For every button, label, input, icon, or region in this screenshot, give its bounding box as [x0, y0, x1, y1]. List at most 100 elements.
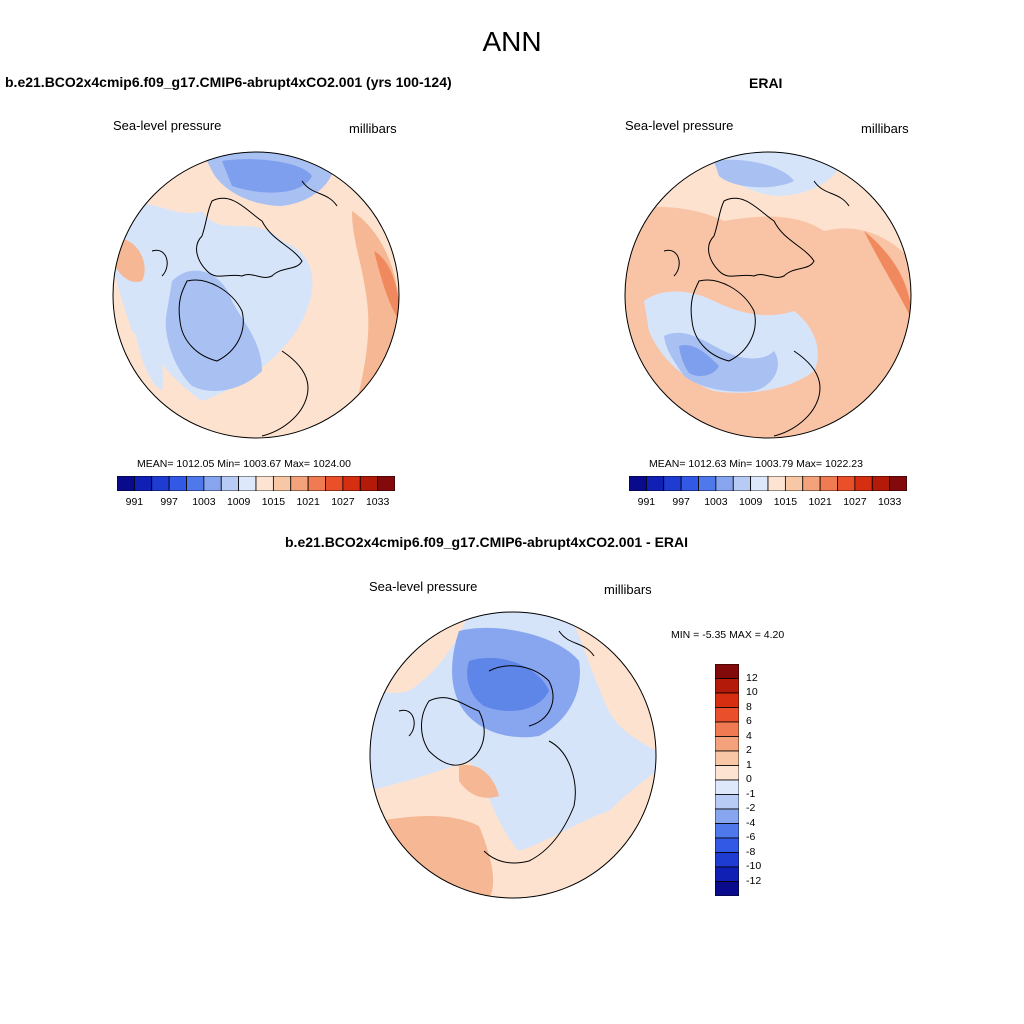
panel2-colorbar-swatch [767, 476, 786, 491]
panel2-colorbar-swatch [750, 476, 769, 491]
panel2-variable: Sea-level pressure [625, 118, 734, 133]
panel3-colorbar-label: 0 [746, 773, 752, 785]
panel3-colorbar-swatch [715, 750, 739, 766]
panel2-colorbar-swatch [854, 476, 873, 491]
panel1-colorbar-label: 1009 [226, 496, 251, 508]
panel3-stats: MIN = -5.35 MAX = 4.20 [671, 629, 785, 641]
panel3-units: millibars [604, 582, 652, 597]
panel2-units: millibars [861, 121, 909, 136]
panel2-colorbar-label: 1021 [808, 496, 832, 508]
panel3-colorbar-swatch [715, 736, 739, 752]
panel1-colorbar-swatch [133, 476, 153, 491]
panel3-colorbar-swatch [715, 692, 739, 708]
panel1-units: millibars [349, 121, 397, 136]
panel1-colorbar-swatch [186, 476, 205, 491]
panel1-colorbar-swatch [307, 476, 326, 491]
panel2-colorbar-swatch [802, 476, 821, 491]
panel2-colorbar-swatch [871, 476, 891, 491]
panel1-colorbar-label: 997 [160, 496, 178, 508]
panel3-colorbar-swatch [715, 721, 739, 737]
panel2-title: ERAI [749, 75, 783, 91]
panel2-colorbar-label: 1003 [704, 496, 728, 508]
panel3-title: b.e21.BCO2x4cmip6.f09_g17.CMIP6-abrupt4x… [285, 534, 689, 550]
panel1-colorbar-label: 1003 [192, 496, 216, 508]
panel3-colorbar-swatch [715, 765, 739, 781]
panel3-colorbar-label: 8 [746, 700, 752, 713]
panel3-colorbar-label: 2 [746, 744, 752, 756]
panel3-colorbar-labels: 12 10 8 6 4 2 1 0 -1 -2 -4 -6 -8 -10 -12 [746, 664, 786, 896]
panel2-stats: MEAN= 1012.63 Min= 1003.79 Max= 1022.23 [649, 458, 863, 470]
panel3-colorbar-swatch [715, 837, 739, 853]
panel3-map [369, 611, 657, 899]
panel3-colorbar-swatch [715, 823, 739, 839]
panel1-colorbar-swatch [377, 476, 395, 491]
panel3-colorbar-swatch [715, 866, 739, 882]
panel3-colorbar-label: -4 [746, 816, 756, 829]
panel1-colorbar [117, 476, 395, 491]
panel3-colorbar-label: -1 [746, 787, 756, 800]
figure-title: ANN [482, 26, 542, 57]
panel1-title: b.e21.BCO2x4cmip6.f09_g17.CMIP6-abrupt4x… [5, 74, 452, 90]
panel2-colorbar-label: 1033 [877, 496, 902, 508]
panel2-colorbar-labels: 991 997 1003 1009 1015 1021 1027 1033 [629, 496, 907, 510]
panel2-colorbar-swatch [645, 476, 665, 491]
panel3-colorbar-swatch [715, 808, 739, 824]
panel2-colorbar-swatch [837, 476, 856, 491]
panel1-colorbar-swatch [117, 476, 135, 491]
panel1-colorbar-swatch [342, 476, 361, 491]
panel2-colorbar-label: 997 [672, 496, 690, 508]
panel3-variable: Sea-level pressure [369, 579, 478, 594]
panel1-colorbar-swatch [238, 476, 257, 491]
panel2-colorbar-label: 1015 [773, 496, 798, 508]
panel1-variable: Sea-level pressure [113, 118, 222, 133]
panel1-colorbar-label: 1027 [331, 496, 355, 508]
panel3-colorbar-label: -2 [746, 802, 756, 814]
panel3-colorbar-label: 12 [746, 671, 758, 684]
panel3-colorbar-swatch [715, 881, 739, 896]
panel3-colorbar-label: -8 [746, 845, 756, 858]
panel2-colorbar-label: 991 [637, 496, 656, 508]
panel3-colorbar-label: -12 [746, 874, 762, 887]
panel1-colorbar-label: 1021 [296, 496, 320, 508]
panel2-colorbar-swatch [889, 476, 907, 491]
panel3-colorbar-swatch [715, 678, 739, 694]
panel2-map [624, 151, 912, 439]
panel2-colorbar-swatch [698, 476, 717, 491]
panel1-colorbar-labels: 991 997 1003 1009 1015 1021 1027 1033 [117, 496, 395, 510]
panel3-colorbar-label: -10 [746, 860, 762, 872]
panel2-colorbar-swatch [663, 476, 682, 491]
panel3-colorbar-label: 10 [746, 686, 758, 698]
panel2-colorbar-swatch [715, 476, 734, 491]
panel1-colorbar-label: 1015 [261, 496, 286, 508]
panel2-colorbar-swatch [819, 476, 838, 491]
panel2-colorbar-swatch [732, 476, 752, 491]
panel2-colorbar-label: 1027 [843, 496, 867, 508]
panel3-colorbar [715, 664, 739, 896]
panel1-colorbar-swatch [151, 476, 170, 491]
panel1-stats: MEAN= 1012.05 Min= 1003.67 Max= 1024.00 [137, 458, 351, 470]
panel1-map [112, 151, 400, 439]
panel1-colorbar-label: 1033 [365, 496, 390, 508]
panel3-colorbar-swatch [715, 794, 739, 810]
panel1-colorbar-swatch [272, 476, 292, 491]
panel3-colorbar-swatch [715, 664, 739, 679]
panel1-colorbar-swatch [220, 476, 240, 491]
panel1-colorbar-swatch [255, 476, 274, 491]
panel3-colorbar-swatch [715, 852, 739, 868]
panel1-colorbar-swatch [290, 476, 309, 491]
panel2-colorbar-swatch [784, 476, 804, 491]
panel1-colorbar-swatch [203, 476, 222, 491]
panel2-colorbar-swatch [629, 476, 647, 491]
panel1-colorbar-label: 991 [125, 496, 144, 508]
panel2-colorbar-label: 1009 [738, 496, 763, 508]
panel3-colorbar-swatch [715, 779, 739, 795]
panel1-colorbar-swatch [325, 476, 344, 491]
panel3-colorbar-label: 6 [746, 715, 752, 727]
panel3-colorbar-swatch [715, 707, 739, 723]
panel3-colorbar-label: 4 [746, 729, 752, 742]
panel1-colorbar-swatch [359, 476, 379, 491]
panel1-colorbar-swatch [168, 476, 187, 491]
panel2-colorbar [629, 476, 907, 491]
panel3-colorbar-label: -6 [746, 831, 756, 843]
panel2-colorbar-swatch [680, 476, 699, 491]
